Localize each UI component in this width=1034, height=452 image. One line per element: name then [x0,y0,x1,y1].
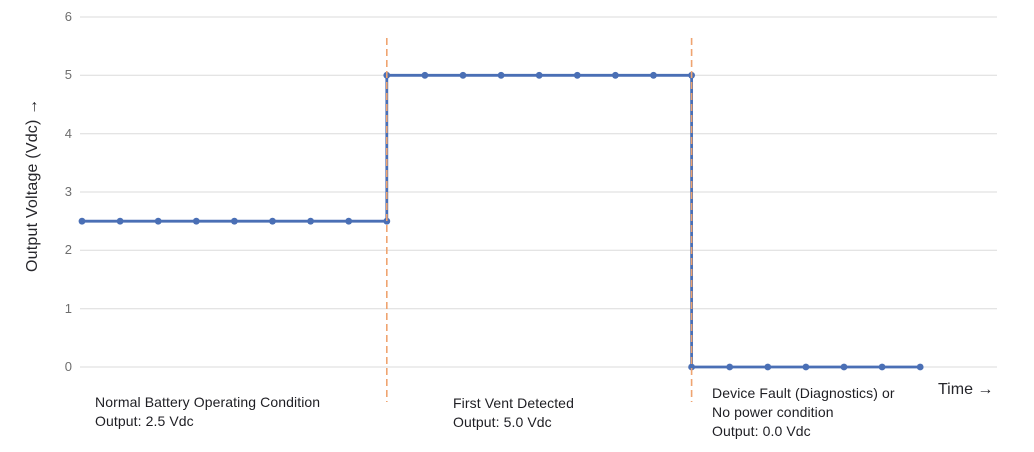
data-point-marker [535,71,543,79]
annotation-line: Device Fault (Diagnostics) or [712,385,895,401]
annotation-first-vent: First Vent Detected Output: 5.0 Vdc [453,394,574,432]
x-axis-title: Time → [938,381,994,398]
data-point-marker [650,71,657,79]
data-point-marker [612,71,619,79]
annotation-normal-battery: Normal Battery Operating Condition Outpu… [95,393,320,431]
y-tick-label: 6 [64,9,72,24]
voltage-series-line [80,73,922,369]
data-point-marker [726,363,734,371]
data-point-marker [154,217,162,225]
data-point-marker [573,71,581,79]
data-point-marker [764,363,772,371]
y-tick-label: 0 [64,359,72,374]
y-tick-label: 2 [64,242,72,257]
annotation-line: Output: 2.5 Vdc [95,413,194,429]
data-point-marker [688,363,695,371]
data-point-marker [916,363,924,371]
annotation-line: Output: 5.0 Vdc [453,414,552,430]
annotation-line: No power condition [712,404,834,420]
data-point-marker [383,217,391,225]
data-point-marker [307,217,314,225]
data-point-marker [231,217,238,225]
annotation-line: Normal Battery Operating Condition [95,394,321,410]
annotation-device-fault: Device Fault (Diagnostics) or No power c… [712,384,895,441]
y-tick-label: 1 [64,301,72,316]
data-point-marker [878,363,886,371]
data-point-marker [345,217,353,225]
data-point-marker [116,217,124,225]
y-tick-label: 5 [64,67,72,82]
data-point-marker [497,71,505,79]
annotation-line: Output: 0.0 Vdc [712,423,811,439]
annotation-line: First Vent Detected [453,395,574,411]
data-point-marker [840,363,848,371]
y-tick-label: 4 [64,126,72,141]
data-point-marker [269,217,276,225]
y-tick-label: 3 [64,184,72,199]
y-axis-title: Output Voltage (Vdc) → [24,98,41,272]
data-point-marker [78,217,86,225]
data-point-marker [192,217,200,225]
data-point-marker [459,71,467,79]
data-point-marker [421,71,429,79]
data-point-marker [802,363,810,371]
